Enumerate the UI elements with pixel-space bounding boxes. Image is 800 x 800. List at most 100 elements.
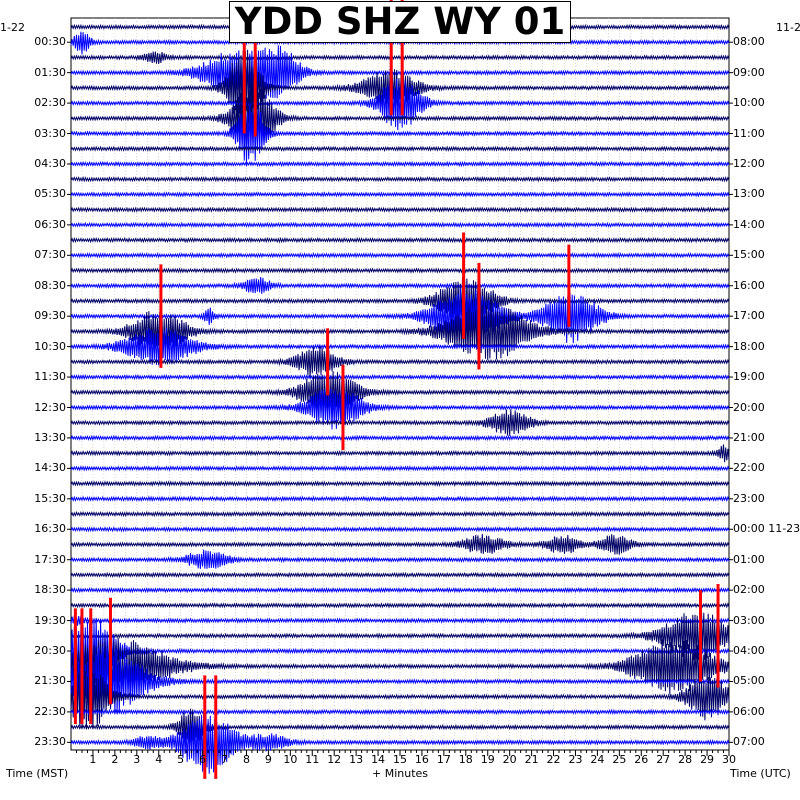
right-tick-label: 10:00 bbox=[733, 96, 765, 110]
seismogram-trace bbox=[70, 373, 730, 381]
x-tick-label: 3 bbox=[133, 753, 141, 766]
x-tick-label: 23 bbox=[568, 753, 583, 766]
x-tick-label: 27 bbox=[656, 753, 671, 766]
seismogram-trace bbox=[70, 434, 730, 442]
right-tick-label: 03:00 bbox=[733, 613, 765, 627]
right-tick-label: 15:00 bbox=[733, 248, 765, 262]
x-tick-label: 4 bbox=[155, 753, 163, 766]
right-tick-label: 04:00 bbox=[733, 644, 765, 658]
left-tick-label: 10:30 bbox=[34, 339, 66, 353]
x-tick-label: 12 bbox=[327, 753, 342, 766]
left-tick-label: 23:30 bbox=[34, 735, 66, 749]
left-tick-label: 04:30 bbox=[34, 156, 66, 170]
right-tick-label: 23:00 bbox=[733, 491, 765, 505]
seismogram-trace bbox=[70, 287, 730, 346]
x-tick-label: 26 bbox=[634, 753, 649, 766]
x-tick-label: 22 bbox=[546, 753, 561, 766]
chart-title: YDD SHZ WY 01 bbox=[229, 1, 571, 43]
x-tick-label: 15 bbox=[393, 753, 407, 766]
left-tick-label: 22:30 bbox=[34, 704, 66, 718]
left-corner-date: 1-22 bbox=[0, 21, 25, 34]
right-tick-label: 00:00 11-23 bbox=[733, 522, 800, 536]
seismogram-trace bbox=[70, 409, 730, 436]
left-tick-label: 11:30 bbox=[34, 370, 66, 384]
seismogram-trace bbox=[70, 206, 730, 213]
x-tick-label: 21 bbox=[524, 753, 539, 766]
x-tick-label: 5 bbox=[177, 753, 185, 766]
x-tick-label: 9 bbox=[264, 753, 272, 766]
x-tick-label: 24 bbox=[590, 753, 605, 766]
left-tick-label: 12:30 bbox=[34, 400, 66, 414]
left-tick-label: 01:30 bbox=[34, 65, 66, 79]
seismogram-trace bbox=[70, 708, 730, 716]
x-tick-label: 17 bbox=[436, 753, 451, 766]
right-tick-label: 08:00 bbox=[733, 35, 765, 49]
seismogram-trace bbox=[70, 444, 730, 463]
seismogram-trace bbox=[70, 191, 730, 198]
seismogram-trace bbox=[70, 533, 730, 555]
right-tick-label: 05:00 bbox=[733, 674, 765, 688]
left-tick-label: 17:30 bbox=[34, 552, 66, 566]
left-tick-label: 20:30 bbox=[34, 644, 66, 658]
left-axis-label: Time (MST) bbox=[6, 767, 69, 780]
seismogram-trace bbox=[70, 708, 730, 743]
seismogram-trace bbox=[70, 667, 730, 730]
right-tick-label: 21:00 bbox=[733, 430, 765, 444]
left-tick-label: 19:30 bbox=[34, 613, 66, 627]
left-tick-label: 02:30 bbox=[34, 96, 66, 110]
right-tick-label: 09:00 bbox=[733, 65, 765, 79]
seismogram-trace bbox=[70, 615, 730, 626]
left-tick-label: 00:30 bbox=[34, 35, 66, 49]
seismogram-trace bbox=[70, 276, 730, 294]
seismogram-trace bbox=[70, 571, 730, 579]
right-tick-label: 20:00 bbox=[733, 400, 765, 414]
seismogram-trace bbox=[70, 252, 730, 259]
right-tick-label: 14:00 bbox=[733, 217, 765, 231]
right-tick-label: 02:00 bbox=[733, 583, 765, 597]
left-tick-label: 03:30 bbox=[34, 126, 66, 140]
left-tick-label: 16:30 bbox=[34, 522, 66, 536]
right-corner-date: 11-2 bbox=[776, 21, 800, 34]
x-tick-label: 18 bbox=[458, 753, 473, 766]
right-tick-label: 11:00 bbox=[733, 126, 765, 140]
x-tick-label: 25 bbox=[612, 753, 627, 766]
seismogram-trace bbox=[70, 81, 730, 156]
right-tick-label: 01:00 bbox=[733, 552, 765, 566]
x-tick-label: 29 bbox=[700, 753, 715, 766]
seismogram-trace bbox=[70, 301, 730, 361]
seismogram-trace bbox=[70, 160, 730, 168]
seismogram-trace bbox=[70, 646, 730, 715]
x-tick-label: 14 bbox=[371, 753, 386, 766]
left-tick-label: 09:30 bbox=[34, 309, 66, 323]
seismogram-trace bbox=[70, 221, 730, 229]
x-tick-label: 30 bbox=[722, 753, 736, 766]
seismogram-trace bbox=[70, 526, 730, 533]
x-tick-label: 2 bbox=[111, 753, 119, 766]
x-tick-label: 11 bbox=[305, 753, 320, 766]
seismogram-trace bbox=[70, 277, 730, 325]
seismogram-trace bbox=[70, 612, 730, 661]
right-tick-label: 18:00 bbox=[733, 339, 765, 353]
seismogram-trace bbox=[70, 45, 730, 99]
left-tick-label: 05:30 bbox=[34, 187, 66, 201]
x-tick-label: 20 bbox=[502, 753, 517, 766]
seismogram-trace bbox=[70, 480, 730, 487]
left-tick-label: 14:30 bbox=[34, 461, 66, 475]
x-tick-label: 28 bbox=[678, 753, 693, 766]
seismogram-trace bbox=[70, 267, 730, 274]
left-tick-label: 18:30 bbox=[34, 583, 66, 597]
x-tick-label: 13 bbox=[349, 753, 364, 766]
right-tick-label: 06:00 bbox=[733, 704, 765, 718]
x-axis-label: + Minutes bbox=[372, 767, 429, 780]
seismogram-trace bbox=[70, 388, 730, 430]
seismogram-trace bbox=[70, 495, 730, 503]
right-tick-label: 19:00 bbox=[733, 370, 765, 384]
seismogram-trace bbox=[70, 549, 730, 569]
left-tick-label: 21:30 bbox=[34, 674, 66, 688]
seismogram-trace bbox=[70, 602, 730, 609]
seismogram-trace bbox=[70, 465, 730, 472]
right-tick-label: 17:00 bbox=[733, 309, 765, 323]
right-axis-label: Time (UTC) bbox=[730, 767, 791, 780]
